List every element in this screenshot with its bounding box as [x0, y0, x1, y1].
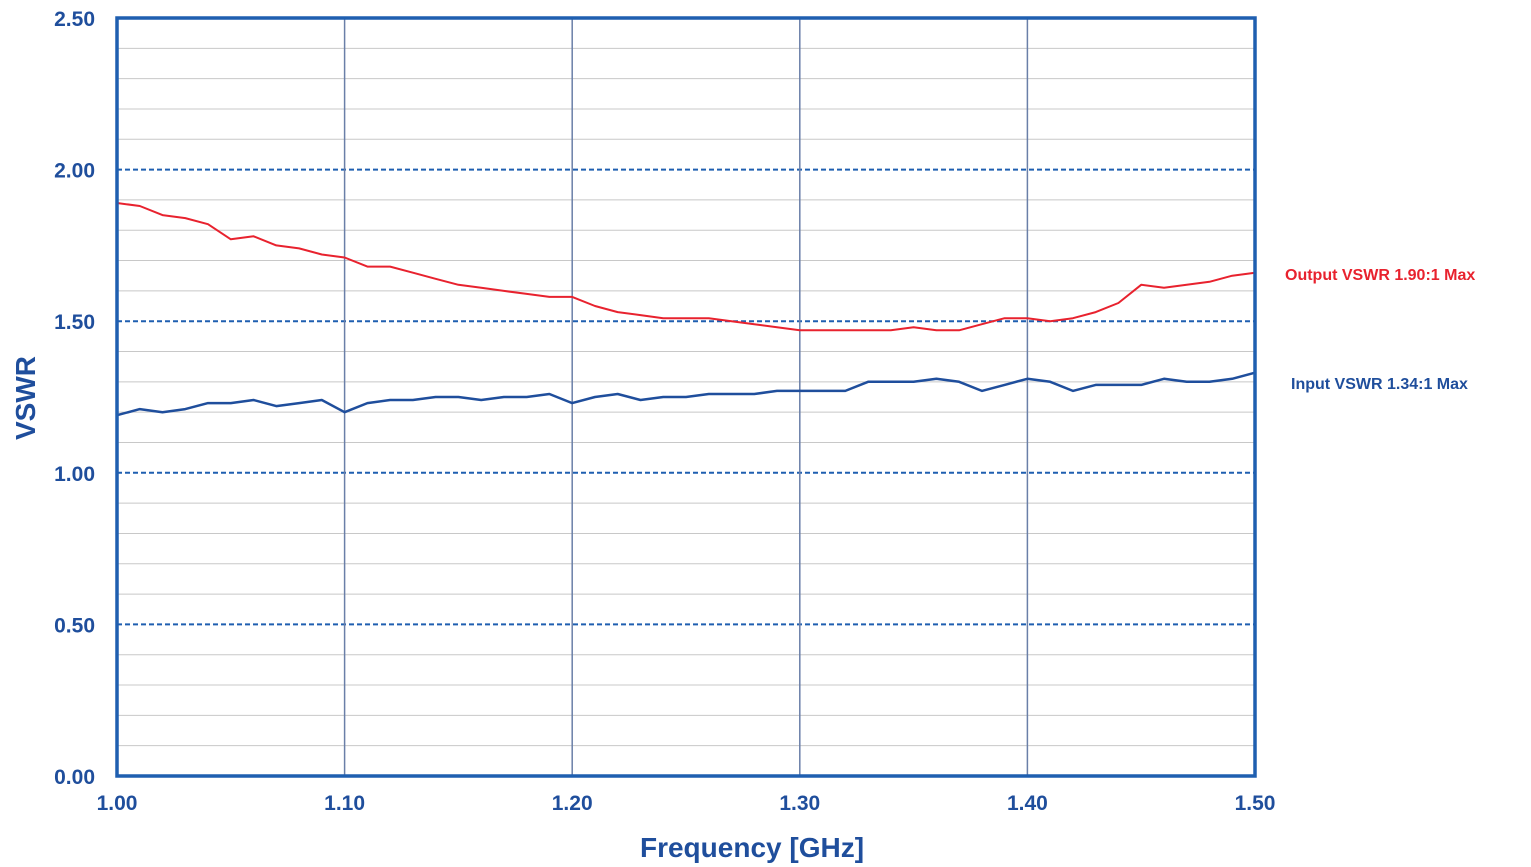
x-tick-label: 1.10: [324, 792, 365, 815]
y-tick-label: 2.50: [54, 8, 95, 31]
y-tick-label: 0.50: [54, 614, 95, 637]
x-tick-label: 1.20: [552, 792, 593, 815]
series-line-output: [116, 202, 1256, 332]
x-tick-label: 1.30: [779, 792, 820, 815]
series-label-output: Output VSWR 1.90:1 Max: [1285, 267, 1475, 284]
y-tick-label: 1.50: [54, 311, 95, 334]
x-tick-label: 1.50: [1235, 792, 1276, 815]
series-line-input: [116, 371, 1256, 417]
grid: [117, 18, 1255, 776]
x-tick-labels: 1.00 1.10 1.20 1.30 1.40 1.50: [97, 792, 1276, 815]
x-tick-label: 1.40: [1007, 792, 1048, 815]
series-lines: [116, 202, 1256, 417]
y-tick-label: 0.00: [54, 766, 95, 789]
y-axis-title: VSWR: [10, 356, 41, 440]
y-tick-label: 1.00: [54, 463, 95, 486]
y-tick-labels: 0.00 0.50 1.00 1.50 2.00 2.50: [54, 8, 95, 789]
x-tick-label: 1.00: [97, 792, 138, 815]
plot-frame: [115, 16, 1257, 778]
series-label-input: Input VSWR 1.34:1 Max: [1291, 376, 1468, 393]
y-tick-label: 2.00: [54, 160, 95, 183]
x-axis-title: Frequency [GHz]: [640, 832, 864, 863]
